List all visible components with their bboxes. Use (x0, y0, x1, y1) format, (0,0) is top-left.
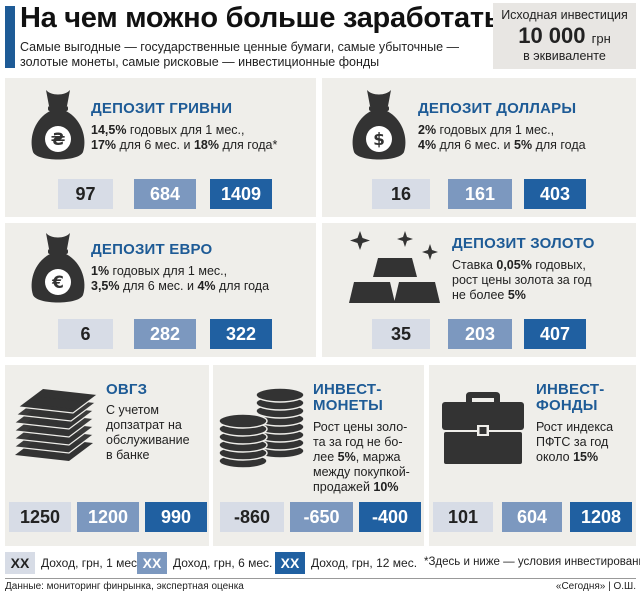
value-hryvnia-6m: 684 (134, 179, 196, 209)
investment-amount-line: 10 000 грн (493, 23, 636, 49)
legend-label-1m: Доход, грн, 1 мес. (41, 556, 141, 570)
page-subtitle: Самые выгодные — государственные ценные … (20, 40, 459, 69)
value-ovgz-6m: 1200 (77, 502, 139, 532)
panel-text-gold: Ставка 0,05% годовых, рост цены золота з… (452, 258, 634, 303)
value-funds-1m: 101 (433, 502, 493, 532)
panel-invest-funds: ИНВЕСТ- ФОНДЫ Рост индекса ПФТС за год о… (429, 365, 636, 546)
value-gold-1m: 35 (372, 319, 430, 349)
legend-footnote: *Здесь и ниже — условия инвестирования (424, 556, 640, 568)
page-title: На чем можно больше заработать (20, 2, 502, 34)
panel-title-coins: ИНВЕСТ- МОНЕТЫ (313, 382, 383, 414)
value-dollar-6m: 161 (448, 179, 512, 209)
svg-text:$: $ (373, 130, 385, 150)
value-coins-1m: -860 (220, 502, 284, 532)
footer-source: Данные: мониторинг финрынка, экспертная … (5, 581, 244, 592)
ovgz-line-3: обслуживание (106, 433, 190, 447)
value-funds-6m: 604 (502, 502, 562, 532)
panel-deposit-dollar: $ ДЕПОЗИТ ДОЛЛАРЫ 2% годовых для 1 мес.,… (322, 78, 636, 217)
panel-title-funds: ИНВЕСТ- ФОНДЫ (536, 382, 604, 414)
investment-note: в эквиваленте (523, 49, 606, 63)
panel-text-funds: Рост индекса ПФТС за год около 15% (536, 420, 634, 465)
svg-text:€: € (51, 273, 64, 293)
coin-stacks-icon (218, 387, 305, 469)
funds-line-2: ПФТС за год (536, 435, 609, 449)
value-funds-12m: 1208 (570, 502, 632, 532)
panel-text-dollar: 2% годовых для 1 мес., 4% для 6 мес. и 5… (418, 123, 633, 153)
money-bag-dollar-icon: $ (352, 90, 406, 160)
ovgz-line-2: допзатрат на (106, 418, 182, 432)
panel-deposit-euro: € ДЕПОЗИТ ЕВРО 1% годовых для 1 мес., 3,… (5, 223, 316, 357)
header-accent-bar (5, 6, 15, 68)
value-gold-12m: 407 (524, 319, 586, 349)
value-coins-6m: -650 (290, 502, 353, 532)
investment-currency: грн (591, 31, 611, 46)
value-ovgz-1m: 1250 (9, 502, 71, 532)
panel-deposit-hryvnia: ₴ ДЕПОЗИТ ГРИВНИ 14,5% годовых для 1 мес… (5, 78, 316, 217)
panel-title-dollar: ДЕПОЗИТ ДОЛЛАРЫ (418, 100, 577, 117)
footer-divider (5, 578, 636, 579)
value-dollar-1m: 16 (372, 179, 430, 209)
hryvnia-rate-line-2: 17% для 6 мес. и 18% для года* (91, 138, 278, 152)
investment-label: Исходная инвестиция (501, 8, 628, 22)
legend-label-12m: Доход, грн, 12 мес. (311, 556, 418, 570)
panel-title-coins-line-1: ИНВЕСТ- (313, 381, 382, 398)
legend-marker-6m: ХХ (137, 552, 167, 574)
legend-marker-1m: ХХ (5, 552, 35, 574)
panel-deposit-gold: ДЕПОЗИТ ЗОЛОТО Ставка 0,05% годовых, рос… (322, 223, 636, 357)
dollar-rate-line-2: 4% для 6 мес. и 5% для года (418, 138, 586, 152)
coins-line-1: Рост цены золо- (313, 420, 408, 434)
dollar-rate-line-1: 2% годовых для 1 мес., (418, 123, 555, 137)
value-euro-1m: 6 (58, 319, 113, 349)
panel-text-ovgz: С учетом допзатрат на обслуживание в бан… (106, 403, 208, 463)
gold-rate-line-3: не более 5% (452, 288, 526, 302)
ovgz-line-4: в банке (106, 448, 150, 462)
euro-rate-line-1: 1% годовых для 1 мес., (91, 264, 228, 278)
value-hryvnia-1m: 97 (58, 179, 113, 209)
legend-label-6m: Доход, грн, 6 мес. (173, 556, 273, 570)
investment-box: Исходная инвестиция 10 000 грн в эквивал… (493, 3, 636, 69)
panel-title-funds-line-1: ИНВЕСТ- (536, 381, 605, 398)
panel-title-funds-line-2: ФОНДЫ (536, 397, 598, 414)
euro-rate-line-2: 3,5% для 6 мес. и 4% для года (91, 279, 270, 293)
briefcase-icon (442, 392, 524, 464)
investment-amount: 10 000 (518, 23, 586, 48)
money-bag-euro-icon: € (31, 233, 85, 303)
panel-ovgz: ОВГЗ С учетом допзатрат на обслуживание … (5, 365, 209, 546)
panel-title-euro: ДЕПОЗИТ ЕВРО (91, 241, 213, 258)
value-coins-12m: -400 (359, 502, 421, 532)
banknotes-stack-icon (15, 389, 98, 461)
hryvnia-rate-line-1: 14,5% годовых для 1 мес., (91, 123, 245, 137)
gold-rate-line-1: Ставка 0,05% годовых, (452, 258, 586, 272)
footer-credit: «Сегодня» | О.Ш. (555, 581, 636, 592)
value-euro-12m: 322 (210, 319, 272, 349)
value-hryvnia-12m: 1409 (210, 179, 272, 209)
coins-line-2: та за год не бо- (313, 435, 403, 449)
gold-rate-line-2: рост цены золота за год (452, 273, 592, 287)
funds-line-1: Рост индекса (536, 420, 614, 434)
panel-text-hryvnia: 14,5% годовых для 1 мес., 17% для 6 мес.… (91, 123, 316, 153)
value-gold-6m: 203 (448, 319, 512, 349)
coins-line-5: продажей 10% (313, 480, 399, 494)
money-bag-hryvnia-icon: ₴ (31, 90, 85, 160)
value-ovgz-12m: 990 (145, 502, 207, 532)
value-euro-6m: 282 (134, 319, 196, 349)
legend-marker-12m: ХХ (275, 552, 305, 574)
panel-title-coins-line-2: МОНЕТЫ (313, 397, 384, 414)
funds-line-3: около 15% (536, 450, 599, 464)
svg-text:₴: ₴ (51, 130, 66, 150)
ovgz-line-1: С учетом (106, 403, 159, 417)
panel-title-gold: ДЕПОЗИТ ЗОЛОТО (452, 235, 595, 252)
panel-invest-coins: ИНВЕСТ- МОНЕТЫ Рост цены золо- та за год… (213, 365, 424, 546)
panel-text-euro: 1% годовых для 1 мес., 3,5% для 6 мес. и… (91, 264, 316, 294)
coins-line-3: лее 5%, маржа (313, 450, 401, 464)
gold-bars-icon (349, 231, 440, 303)
panel-title-hryvnia: ДЕПОЗИТ ГРИВНИ (91, 100, 233, 117)
panel-text-coins: Рост цены золо- та за год не бо- лее 5%,… (313, 420, 423, 495)
coins-line-4: между покупкой- (313, 465, 410, 479)
panel-title-ovgz: ОВГЗ (106, 381, 148, 398)
value-dollar-12m: 403 (524, 179, 586, 209)
